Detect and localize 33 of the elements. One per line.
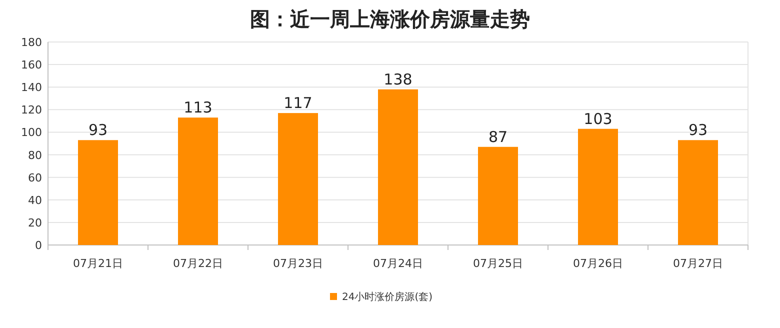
x-tick-label: 07月23日 [273,257,323,270]
bar [78,140,118,245]
y-tick-label: 140 [21,81,42,94]
y-tick-label: 0 [35,239,42,252]
y-tick-label: 180 [21,36,42,49]
bar [178,118,218,245]
data-label: 103 [584,110,612,128]
data-label: 117 [284,94,312,112]
legend-label: 24小时涨价房源(套) [342,291,433,303]
x-tick-label: 07月25日 [473,257,523,270]
x-tick-label: 07月22日 [173,257,223,270]
y-tick-label: 80 [28,148,42,162]
x-tick-label: 07月24日 [373,257,423,270]
x-tick-label: 07月21日 [73,257,123,270]
data-label: 93 [88,121,108,140]
y-tick-label: 120 [21,104,42,117]
chart-title: 图：近一周上海涨价房源量走势 [250,7,530,31]
x-tick-label: 07月26日 [573,257,623,270]
y-tick-label: 20 [28,216,42,230]
bar [678,140,718,245]
data-label: 138 [384,70,412,88]
bar [278,113,318,245]
y-tick-label: 160 [21,58,42,72]
y-tick-label: 60 [28,171,42,184]
data-label: 113 [184,98,212,117]
data-label: 93 [688,121,708,140]
bar [378,89,418,245]
bar [578,128,618,245]
y-tick-label: 40 [28,194,42,207]
bar [478,146,518,245]
data-label: 87 [488,128,508,146]
y-tick-label: 100 [21,126,42,140]
x-tick-label: 07月27日 [673,257,723,270]
